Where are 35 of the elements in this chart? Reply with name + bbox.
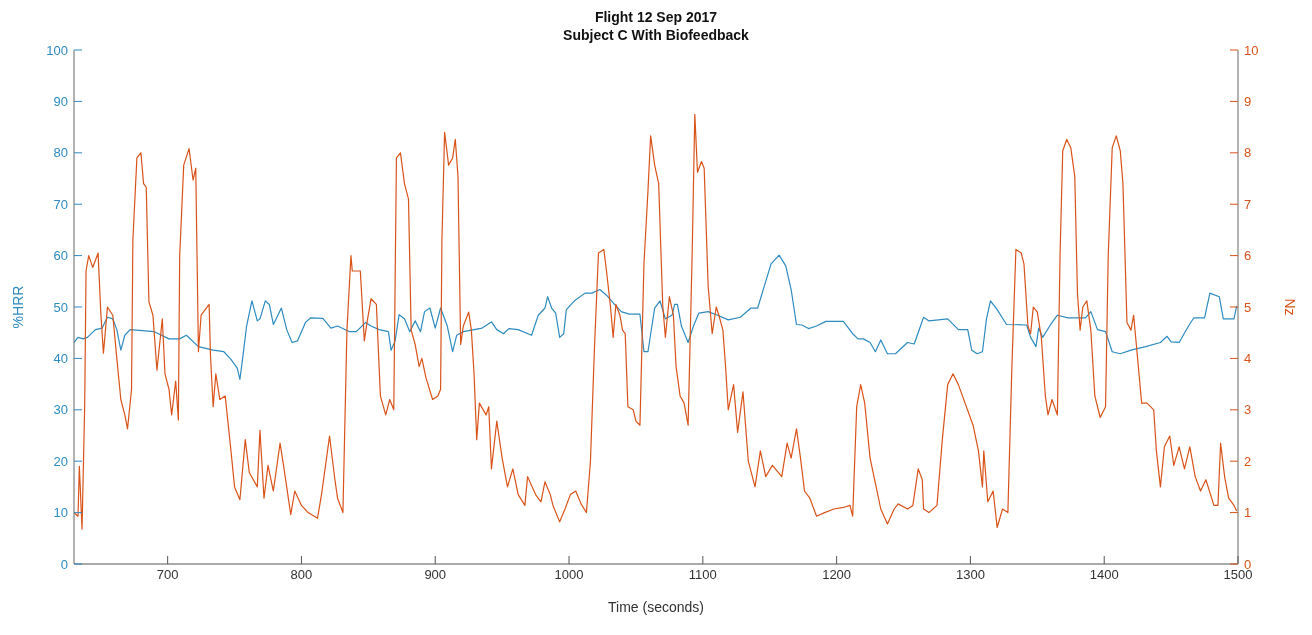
x-tick-label: 1300 (955, 567, 985, 583)
y-tick-label: 60 (53, 248, 68, 264)
y-axis-title: %HRR (9, 285, 26, 329)
y2-tick-label: 10 (1244, 42, 1259, 58)
chart-subtitle: Subject C With Biofeedback (562, 26, 750, 44)
y-tick-label: 20 (53, 453, 68, 469)
y2-axis-title: Nz (1282, 298, 1299, 316)
x-tick-label: 1400 (1089, 567, 1119, 583)
y2-tick-label: 4 (1244, 351, 1252, 367)
y-tick-label: 0 (60, 556, 68, 572)
y2-tick-label: 1 (1244, 505, 1252, 521)
y2-tick-label: 3 (1244, 402, 1252, 418)
chart-title: Flight 12 Sep 2017 (593, 8, 719, 26)
y-tick-label: 10 (53, 505, 68, 521)
y-tick-label: 90 (53, 94, 68, 110)
y-tick-label: 100 (46, 42, 68, 58)
y-tick-label: 70 (53, 196, 68, 212)
y-tick-label: 80 (53, 145, 68, 161)
x-tick-label: 700 (156, 567, 179, 583)
x-tick-label: 900 (424, 567, 447, 583)
y-tick-label: 30 (53, 402, 68, 418)
y2-tick-label: 7 (1244, 196, 1252, 212)
y2-tick-label: 2 (1244, 453, 1252, 469)
y-tick-label: 50 (53, 299, 68, 315)
x-tick-label: 800 (290, 567, 313, 583)
y2-tick-label: 5 (1244, 299, 1252, 315)
y2-tick-label: 9 (1244, 94, 1252, 110)
x-tick-label: 1100 (688, 567, 717, 583)
x-tick-label: 1200 (822, 567, 852, 583)
y2-tick-label: 8 (1244, 145, 1252, 161)
y2-tick-label: 6 (1244, 248, 1252, 264)
line-series (74, 254, 1238, 381)
x-axis-title: Time (seconds) (608, 599, 704, 615)
x-tick-label: 1000 (554, 567, 584, 583)
y-tick-label: 40 (53, 351, 68, 367)
